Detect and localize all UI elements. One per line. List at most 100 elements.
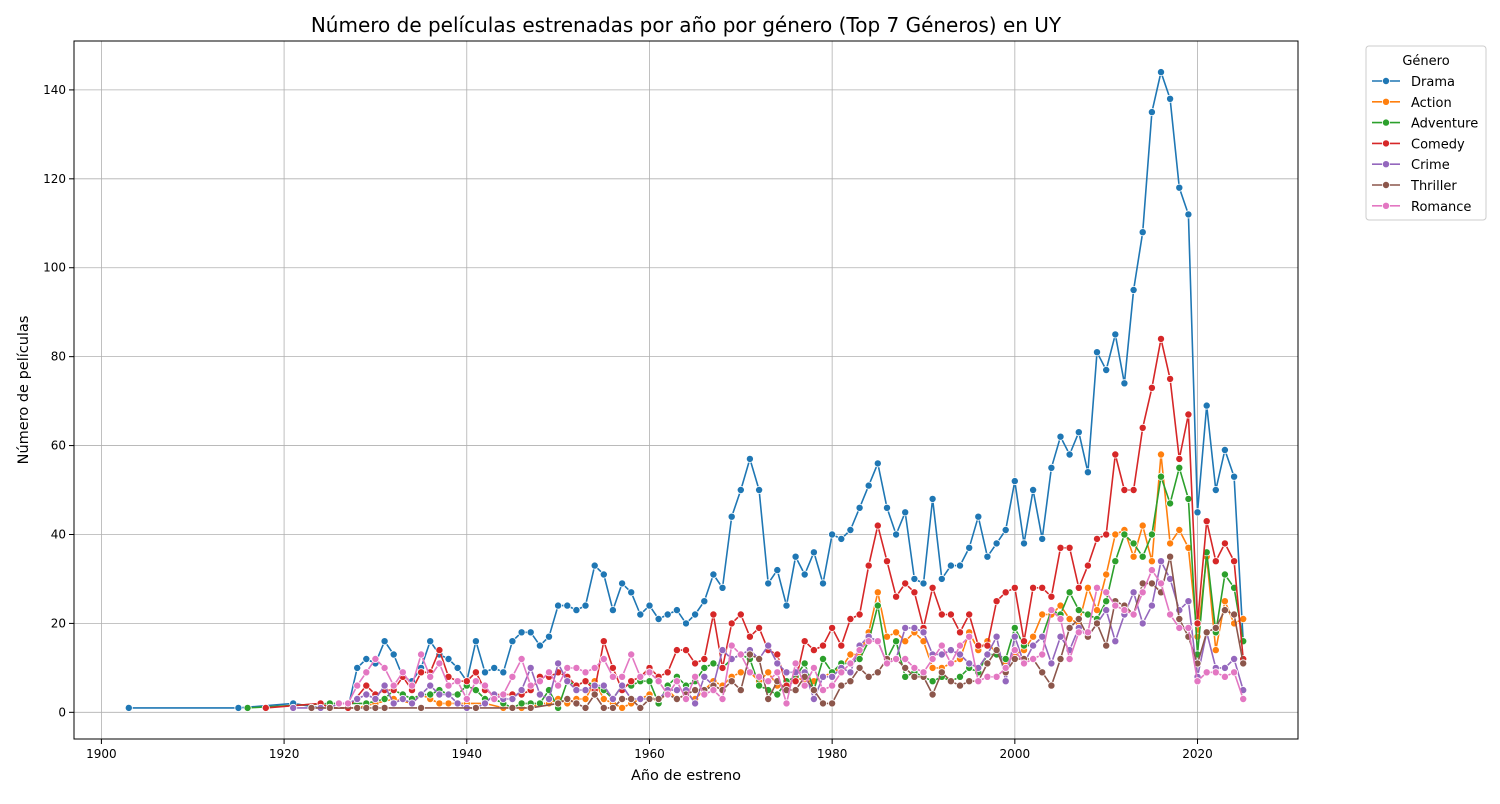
data-point-thriller (828, 699, 837, 708)
data-point-drama (727, 512, 736, 521)
series-line-romance (338, 569, 1244, 705)
data-point-comedy (599, 637, 608, 646)
data-point-romance (343, 699, 352, 708)
data-point-drama (1083, 468, 1092, 477)
data-point-thriller (618, 695, 627, 704)
data-point-drama (1056, 432, 1065, 441)
data-point-romance (636, 672, 645, 681)
data-point-drama (490, 663, 499, 672)
legend-marker-crime (1382, 160, 1391, 169)
data-point-romance (1065, 655, 1074, 664)
data-point-romance (837, 668, 846, 677)
data-point-crime (444, 690, 453, 699)
data-point-thriller (1102, 641, 1111, 650)
data-point-romance (1220, 672, 1229, 681)
data-point-drama (864, 481, 873, 490)
data-point-adventure (1138, 552, 1147, 561)
data-point-romance (1020, 659, 1029, 668)
data-point-drama (910, 574, 919, 583)
data-point-drama (545, 632, 554, 641)
data-point-action (1157, 450, 1166, 459)
data-point-comedy (1065, 543, 1074, 552)
data-point-crime (1001, 677, 1010, 686)
data-point-thriller (691, 686, 700, 695)
data-point-comedy (1157, 334, 1166, 343)
data-point-action (1239, 615, 1248, 624)
data-point-crime (1102, 606, 1111, 615)
data-point-drama (745, 454, 754, 463)
data-point-drama (627, 588, 636, 597)
data-point-drama (1020, 539, 1029, 548)
data-point-thriller (755, 655, 764, 664)
data-point-drama (718, 583, 727, 592)
data-point-comedy (837, 641, 846, 650)
data-point-drama (353, 663, 362, 672)
data-point-comedy (462, 677, 471, 686)
legend-label-crime: Crime (1411, 158, 1450, 173)
data-point-comedy (1193, 619, 1202, 628)
data-point-drama (1175, 183, 1184, 192)
data-point-drama (1147, 108, 1156, 117)
series-line-comedy (265, 338, 1244, 709)
data-point-crime (901, 623, 910, 632)
data-point-adventure (645, 677, 654, 686)
data-point-romance (1239, 695, 1248, 704)
data-point-adventure (1065, 588, 1074, 597)
data-point-thriller (965, 677, 974, 686)
data-point-romance (846, 659, 855, 668)
data-point-romance (371, 655, 380, 664)
data-point-drama (380, 637, 389, 646)
data-point-comedy (983, 641, 992, 650)
data-point-thriller (608, 703, 617, 712)
data-point-thriller (1065, 623, 1074, 632)
data-point-romance (417, 650, 426, 659)
data-point-thriller (590, 690, 599, 699)
data-point-adventure (755, 681, 764, 690)
data-point-comedy (883, 557, 892, 566)
data-point-comedy (435, 646, 444, 655)
data-point-thriller (1093, 619, 1102, 628)
data-point-thriller (508, 703, 517, 712)
plot-frame (73, 40, 1299, 740)
legend-marker-romance (1382, 201, 1391, 210)
data-point-drama (809, 548, 818, 557)
data-point-drama (983, 552, 992, 561)
data-point-romance (334, 699, 343, 708)
data-point-romance (1047, 606, 1056, 615)
ticks: 1900 1920 1940 1960 1980 2000 2020 0 20 40 60 80 100… (43, 83, 1213, 761)
data-point-thriller (764, 695, 773, 704)
data-point-crime (1138, 619, 1147, 628)
data-point-drama (782, 601, 791, 610)
data-point-action (618, 703, 627, 712)
data-point-action (1138, 521, 1147, 530)
data-point-thriller (380, 703, 389, 712)
grid (74, 41, 1298, 739)
data-point-drama (1202, 401, 1211, 410)
legend-label-adventure: Adventure (1411, 117, 1478, 132)
data-point-comedy (800, 637, 809, 646)
legend-marker-adventure (1382, 118, 1391, 127)
data-point-romance (1074, 628, 1083, 637)
data-point-crime (535, 690, 544, 699)
data-point-crime (965, 659, 974, 668)
data-point-thriller (745, 650, 754, 659)
data-point-crime (718, 646, 727, 655)
data-point-crime (572, 686, 581, 695)
data-point-romance (819, 686, 828, 695)
data-point-crime (1010, 632, 1019, 641)
x-tick-label: 1940 (452, 747, 483, 761)
data-point-romance (535, 677, 544, 686)
data-point-comedy (1047, 592, 1056, 601)
data-point-action (1211, 646, 1220, 655)
data-point-drama (563, 601, 572, 610)
legend-box (1365, 45, 1487, 221)
data-point-crime (1184, 597, 1193, 606)
data-point-romance (1138, 588, 1147, 597)
data-point-comedy (755, 623, 764, 632)
data-point-adventure (1147, 530, 1156, 539)
y-tick-label: 40 (51, 527, 66, 541)
data-point-crime (362, 690, 371, 699)
data-point-thriller (1220, 606, 1229, 615)
data-point-drama (682, 619, 691, 628)
